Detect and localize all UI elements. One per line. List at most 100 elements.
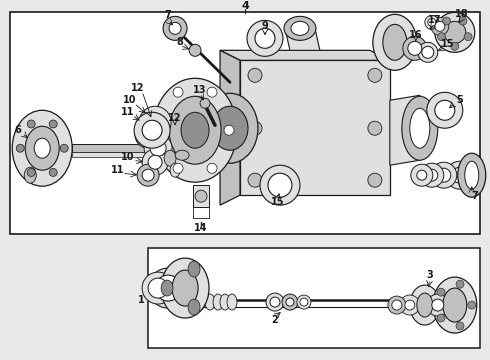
Ellipse shape (195, 294, 205, 310)
Ellipse shape (142, 120, 162, 140)
Text: 2: 2 (271, 315, 278, 325)
Ellipse shape (270, 297, 280, 307)
Bar (193, 185, 209, 207)
Ellipse shape (458, 153, 486, 197)
Ellipse shape (205, 294, 215, 310)
Ellipse shape (456, 322, 464, 330)
Ellipse shape (16, 144, 24, 152)
Text: 11: 11 (111, 165, 125, 175)
Ellipse shape (422, 46, 434, 58)
Ellipse shape (27, 168, 35, 176)
Ellipse shape (465, 161, 479, 189)
Text: 15: 15 (441, 39, 455, 49)
Ellipse shape (284, 16, 316, 40)
Text: 11: 11 (122, 107, 135, 117)
Ellipse shape (442, 17, 450, 25)
Bar (148, 248, 480, 348)
Ellipse shape (248, 68, 262, 82)
Text: 7: 7 (471, 191, 478, 201)
Ellipse shape (148, 155, 162, 169)
Bar (72, 144, 152, 152)
Ellipse shape (25, 126, 59, 170)
Ellipse shape (368, 68, 382, 82)
Ellipse shape (408, 41, 422, 55)
Ellipse shape (464, 33, 472, 41)
Ellipse shape (34, 138, 50, 158)
Text: 12: 12 (169, 113, 182, 123)
Ellipse shape (452, 167, 468, 183)
Text: 18: 18 (455, 9, 468, 19)
Ellipse shape (444, 21, 466, 43)
Ellipse shape (456, 280, 464, 288)
Ellipse shape (248, 121, 262, 135)
Text: 1: 1 (138, 295, 145, 305)
Ellipse shape (144, 134, 172, 162)
Ellipse shape (300, 298, 308, 306)
Ellipse shape (142, 149, 168, 175)
Ellipse shape (161, 280, 173, 296)
Ellipse shape (435, 100, 455, 120)
Text: 12: 12 (131, 83, 145, 93)
Ellipse shape (142, 272, 174, 304)
Ellipse shape (426, 169, 438, 181)
Ellipse shape (173, 87, 183, 97)
Ellipse shape (175, 150, 189, 160)
Ellipse shape (446, 161, 474, 189)
Ellipse shape (427, 92, 463, 128)
Ellipse shape (437, 314, 445, 322)
Ellipse shape (213, 294, 223, 310)
Ellipse shape (431, 17, 449, 35)
Text: 14: 14 (195, 223, 208, 233)
Polygon shape (220, 50, 240, 205)
Ellipse shape (60, 144, 68, 152)
Ellipse shape (200, 98, 210, 108)
Ellipse shape (410, 108, 430, 148)
Ellipse shape (266, 293, 284, 311)
Ellipse shape (425, 15, 439, 30)
Ellipse shape (156, 125, 166, 135)
Text: 8: 8 (176, 37, 184, 47)
Ellipse shape (437, 168, 451, 182)
Ellipse shape (227, 294, 237, 310)
Ellipse shape (432, 299, 444, 311)
Ellipse shape (433, 277, 477, 333)
Ellipse shape (169, 96, 221, 164)
Ellipse shape (12, 110, 72, 186)
Ellipse shape (410, 285, 440, 325)
Bar (10, 12, 480, 234)
Ellipse shape (189, 44, 201, 56)
Ellipse shape (188, 261, 200, 277)
Ellipse shape (392, 300, 402, 310)
Ellipse shape (134, 112, 170, 148)
Bar (72, 152, 152, 157)
Text: 3: 3 (426, 270, 433, 280)
Text: 4: 4 (241, 1, 249, 12)
Text: 10: 10 (122, 152, 135, 162)
Ellipse shape (402, 96, 438, 160)
Text: 15: 15 (271, 197, 285, 207)
Ellipse shape (49, 120, 57, 128)
Ellipse shape (437, 288, 445, 296)
Polygon shape (220, 50, 390, 60)
Ellipse shape (212, 106, 248, 150)
Ellipse shape (142, 169, 154, 181)
Ellipse shape (435, 21, 445, 31)
Ellipse shape (373, 14, 417, 70)
Ellipse shape (220, 294, 230, 310)
Ellipse shape (170, 163, 180, 177)
Ellipse shape (260, 165, 300, 205)
Ellipse shape (49, 168, 57, 176)
Ellipse shape (255, 28, 275, 48)
Ellipse shape (383, 24, 407, 60)
Ellipse shape (173, 163, 183, 173)
Text: 9: 9 (262, 21, 269, 31)
Ellipse shape (468, 301, 476, 309)
Ellipse shape (388, 296, 406, 314)
Ellipse shape (400, 295, 420, 315)
Ellipse shape (368, 173, 382, 187)
Ellipse shape (247, 21, 283, 56)
Polygon shape (285, 28, 320, 50)
Ellipse shape (224, 125, 234, 135)
Ellipse shape (418, 42, 438, 62)
Ellipse shape (459, 17, 467, 25)
